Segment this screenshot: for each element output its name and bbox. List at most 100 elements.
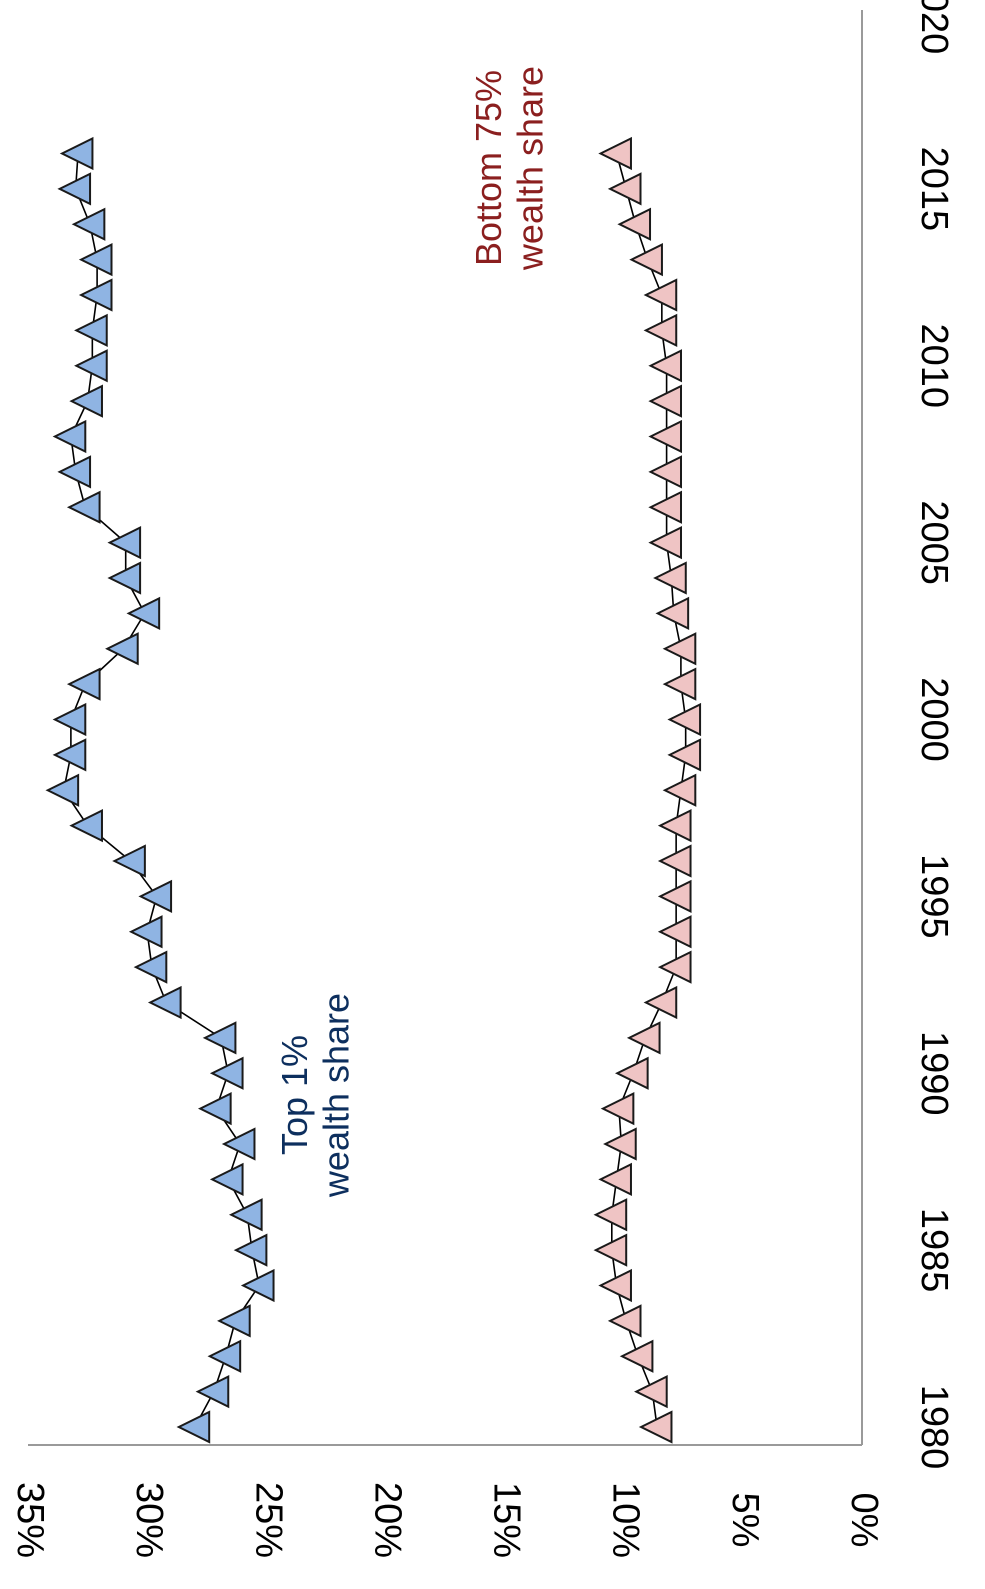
data-point-marker [657,915,692,949]
data-point-marker [598,1268,632,1303]
data-point-marker [195,1375,230,1409]
data-point-marker [74,313,108,347]
data-point-marker [240,1268,275,1303]
x-tick-label: 2005 [913,500,955,585]
data-point-marker [593,1198,628,1232]
data-point-marker [138,879,173,913]
data-point-marker [66,667,101,701]
data-point-marker [643,278,678,312]
data-point-marker [45,773,80,807]
x-tick-label: 2020 [913,0,955,54]
data-point-marker [112,844,146,878]
data-point-marker [209,1056,244,1090]
data-point-marker [176,1410,211,1444]
y-tick-label: 15% [486,1482,528,1558]
data-point-marker [128,915,163,949]
y-tick-label: 35% [9,1482,51,1558]
data-point-marker [52,419,87,454]
label-bottom-75-percent: Bottom 75%wealth share [468,66,550,271]
data-point-marker [648,384,683,418]
data-point-marker [638,1410,673,1444]
data-point-marker [657,809,692,843]
data-point-marker [614,1056,649,1090]
x-tick-label: 1990 [913,1031,955,1116]
data-point-marker [71,207,106,241]
data-point-marker [69,384,103,418]
data-point-marker [667,738,702,772]
y-axis-ticks: 0% 5% 10% 15% 20% 25% 30% 35% [9,1482,885,1558]
data-point-marker [217,1304,251,1338]
x-axis-ticks: 1980 1985 1990 1995 2000 2005 2010 2015 2020 [913,0,955,1469]
data-point-marker [593,1233,628,1267]
data-point-marker [626,1021,661,1055]
data-point-marker [629,243,663,277]
data-point-marker [52,702,87,737]
data-point-marker [648,526,683,560]
data-point-marker [662,773,697,807]
data-point-marker [209,1162,244,1196]
data-point-marker [105,632,139,666]
y-tick-label: 10% [605,1482,647,1558]
data-point-marker [648,419,683,454]
data-point-marker [619,1339,654,1373]
data-point-marker [197,1092,232,1126]
data-point-marker [598,1162,632,1196]
data-point-marker [107,561,142,595]
data-point-marker [69,809,103,843]
data-point-marker [648,490,683,524]
y-tick-label: 25% [247,1482,289,1558]
x-tick-label: 1985 [913,1208,955,1293]
data-point-marker [207,1339,242,1373]
y-tick-label: 30% [128,1482,170,1558]
data-point-marker [228,1198,263,1232]
data-point-marker [233,1233,268,1267]
series-top-1-percent [45,136,275,1444]
y-tick-label: 20% [366,1482,408,1558]
data-point-marker [634,1375,668,1409]
data-point-marker [202,1021,237,1055]
data-point-marker [603,1127,637,1161]
data-point-marker [657,844,692,878]
data-point-marker [221,1127,256,1161]
data-point-marker [648,455,683,489]
data-point-marker [600,1092,635,1126]
data-point-marker [78,278,113,312]
data-point-marker [59,136,94,171]
data-point-marker [78,243,113,277]
data-point-marker [607,1304,642,1338]
data-point-marker [52,738,87,772]
data-point-marker [66,490,101,524]
data-point-marker [653,561,687,595]
data-point-marker [657,879,692,913]
data-point-marker [133,950,168,984]
x-tick-label: 1980 [913,1385,955,1470]
data-point-marker [598,136,632,171]
data-point-marker [617,207,652,241]
y-tick-label: 5% [724,1493,766,1548]
data-point-marker [147,985,182,1020]
data-point-marker [648,349,683,383]
data-point-marker [74,349,108,383]
label-top-1-percent: Top 1%wealth share [274,993,356,1198]
series-bottom-75-percent [593,136,702,1444]
x-tick-label: 2015 [913,147,955,232]
x-tick-label: 2000 [913,677,955,762]
data-point-marker [107,526,142,560]
data-point-marker [655,596,690,630]
series-layer [45,136,702,1444]
y-tick-label: 0% [843,1493,885,1548]
data-point-marker [662,667,697,701]
data-point-marker [657,950,692,984]
data-point-marker [643,313,678,347]
data-point-marker [57,455,92,489]
series-line [62,153,260,1428]
data-point-marker [662,632,697,666]
data-point-marker [607,172,642,206]
series-labels: Top 1%wealth share Bottom 75%wealth share [274,66,550,1198]
data-point-marker [57,172,92,206]
x-tick-label: 1995 [913,854,955,939]
data-point-marker [667,702,702,737]
x-tick-label: 2010 [913,323,955,408]
data-point-marker [643,985,678,1020]
